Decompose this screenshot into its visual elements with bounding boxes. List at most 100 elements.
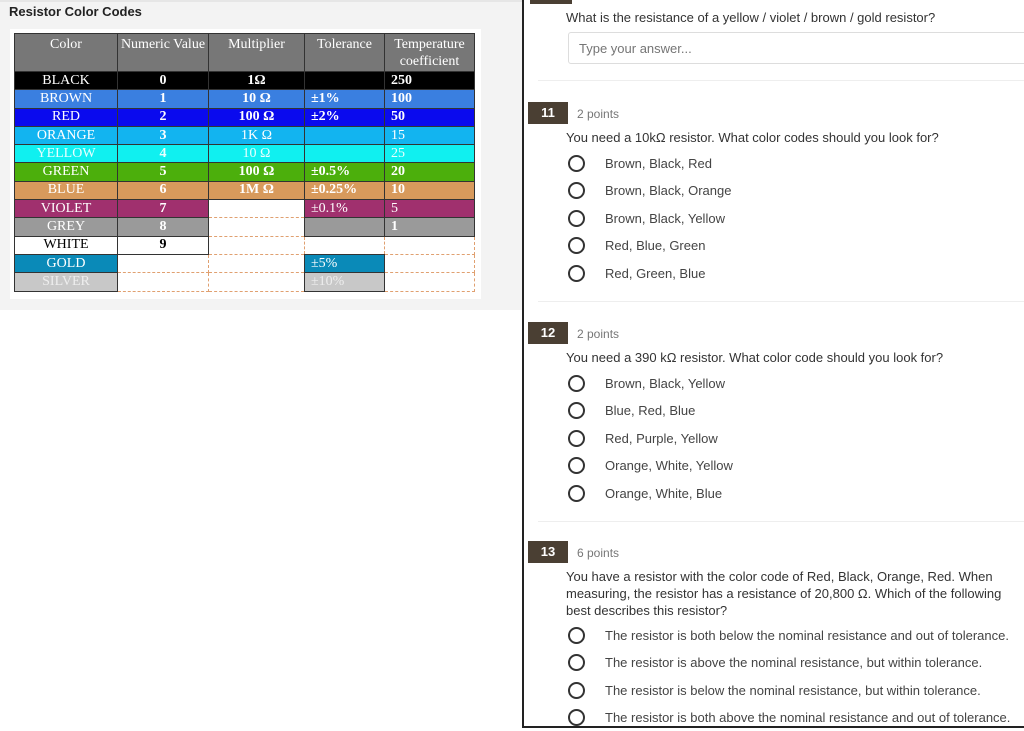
answer-option[interactable]: The resistor is both below the nominal r…: [568, 627, 1009, 644]
tolerance-cell: ±0.25%: [304, 180, 385, 201]
temp-cell: 25: [384, 144, 475, 164]
radio-icon[interactable]: [568, 429, 585, 447]
question-points: 2 points: [577, 107, 620, 121]
answer-input[interactable]: [568, 32, 1024, 64]
tolerance-cell: ±1%: [304, 89, 385, 109]
temp-cell: [384, 272, 475, 292]
option-label: Red, Green, Blue: [605, 265, 706, 281]
color-cell: ORANGE: [14, 125, 118, 146]
answer-option[interactable]: Red, Green, Blue: [568, 264, 706, 282]
radio-icon[interactable]: [568, 155, 585, 172]
divider: [538, 301, 1024, 302]
answer-option[interactable]: Orange, White, Blue: [568, 484, 723, 502]
value-cell: 4: [117, 144, 209, 164]
table-row: YELLOW 4 10 Ω 25: [14, 144, 475, 164]
color-cell: BLACK: [14, 70, 118, 91]
value-cell: [117, 253, 209, 274]
table-row: ORANGE 3 1K Ω 15: [14, 125, 475, 146]
tolerance-cell: [304, 70, 385, 91]
radio-icon[interactable]: [568, 709, 585, 727]
table-row: GOLD ±5%: [14, 253, 475, 274]
table-row: SILVER ±10%: [14, 272, 475, 292]
option-label: The resistor is both below the nominal r…: [605, 628, 1009, 643]
answer-option[interactable]: Red, Blue, Green: [568, 237, 706, 255]
temp-cell: [384, 253, 475, 274]
answer-option[interactable]: Blue, Red, Blue: [568, 402, 696, 420]
temp-cell: [384, 235, 475, 255]
answer-option[interactable]: Brown, Black, Orange: [568, 182, 732, 200]
answer-option[interactable]: Brown, Black, Yellow: [568, 209, 725, 227]
option-label: The resistor is both above the nominal r…: [605, 710, 1011, 726]
radio-icon[interactable]: [568, 627, 585, 644]
question-10-text: What is the resistance of a yellow / vio…: [566, 10, 936, 25]
temp-cell: 20: [384, 162, 475, 182]
multiplier-cell: 10 Ω: [208, 144, 305, 164]
tolerance-cell: [304, 125, 385, 146]
radio-icon[interactable]: [568, 654, 585, 672]
radio-icon[interactable]: [568, 681, 585, 699]
column-header: Temperature coefficient: [384, 33, 475, 72]
multiplier-cell: [208, 199, 305, 219]
option-label: Brown, Black, Red: [605, 156, 712, 171]
answer-option[interactable]: The resistor is both above the nominal r…: [568, 709, 1011, 727]
answer-option[interactable]: The resistor is above the nominal resist…: [568, 654, 983, 672]
answer-option[interactable]: Brown, Black, Yellow: [568, 375, 725, 392]
color-code-table: Color Numeric Value Multiplier Tolerance Tem…: [14, 33, 475, 292]
color-cell: BLUE: [14, 180, 118, 201]
option-label: Orange, White, Blue: [605, 485, 723, 501]
color-cell: GOLD: [14, 253, 118, 274]
radio-icon[interactable]: [568, 375, 585, 392]
option-label: The resistor is below the nominal resist…: [605, 682, 981, 698]
temp-cell: 10: [384, 180, 475, 201]
divider: [538, 521, 1024, 522]
value-cell: 6: [117, 180, 209, 201]
question-points: 6 points: [577, 546, 620, 560]
table-row: BLUE 6 1M Ω ±0.25% 10: [14, 180, 475, 201]
color-cell: RED: [14, 107, 118, 127]
option-label: Blue, Red, Blue: [605, 403, 696, 419]
radio-icon[interactable]: [568, 264, 585, 282]
option-label: The resistor is above the nominal resist…: [605, 655, 983, 671]
radio-icon[interactable]: [568, 182, 585, 200]
question-text: You need a 390 kΩ resistor. What color c…: [566, 350, 944, 365]
value-cell: 7: [117, 199, 209, 219]
column-header: Color: [14, 33, 118, 72]
tolerance-cell: ±0.1%: [304, 199, 385, 219]
answer-option[interactable]: Brown, Black, Red: [568, 155, 712, 172]
resistor-chart-panel: Resistor Color Codes Color Numeric Value M…: [0, 0, 522, 310]
table-row: WHITE 9: [14, 235, 475, 255]
radio-icon[interactable]: [568, 457, 585, 475]
temp-cell: 100: [384, 89, 475, 109]
temp-cell: 5: [384, 199, 475, 219]
temp-cell: 1: [384, 217, 475, 237]
option-label: Brown, Black, Yellow: [605, 376, 725, 391]
option-label: Orange, White, Yellow: [605, 458, 733, 474]
option-label: Brown, Black, Orange: [605, 183, 732, 199]
table-row: BLACK 0 1Ω 250: [14, 70, 475, 91]
answer-option[interactable]: Red, Purple, Yellow: [568, 429, 718, 447]
tolerance-cell: ±0.5%: [304, 162, 385, 182]
radio-icon[interactable]: [568, 237, 585, 255]
radio-icon[interactable]: [568, 402, 585, 420]
table-row: GREY 8 1: [14, 217, 475, 237]
multiplier-cell: [208, 235, 305, 255]
multiplier-cell: 1M Ω: [208, 180, 305, 201]
table-row: GREEN 5 100 Ω ±0.5% 20: [14, 162, 475, 182]
chart-title: Resistor Color Codes: [9, 4, 142, 19]
value-cell: 0: [117, 70, 209, 91]
table-row: RED 2 100 Ω ±2% 50: [14, 107, 475, 127]
tolerance-cell: [304, 144, 385, 164]
answer-option[interactable]: Orange, White, Yellow: [568, 457, 733, 475]
value-cell: 9: [117, 235, 209, 255]
answer-option[interactable]: The resistor is below the nominal resist…: [568, 681, 981, 699]
tolerance-cell: ±10%: [304, 272, 385, 292]
color-cell: GREY: [14, 217, 118, 237]
color-cell: VIOLET: [14, 199, 118, 219]
color-cell: SILVER: [14, 272, 118, 292]
color-code-table-container: Color Numeric Value Multiplier Tolerance Tem…: [10, 29, 481, 299]
option-label: Red, Blue, Green: [605, 238, 706, 254]
multiplier-cell: 100 Ω: [208, 107, 305, 127]
radio-icon[interactable]: [568, 484, 585, 502]
radio-icon[interactable]: [568, 209, 585, 227]
table-row: BROWN 1 10 Ω ±1% 100: [14, 89, 475, 109]
